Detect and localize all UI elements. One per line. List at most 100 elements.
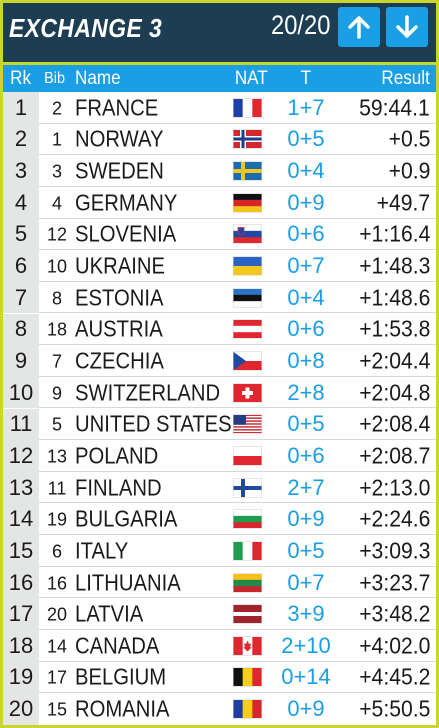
result-value: +2:24.6 [358, 505, 430, 532]
page-counter: 20/20 [271, 10, 331, 40]
rank-value: 20 [8, 696, 34, 722]
table-row[interactable]: 16 16 LITHUANIA 0+7 +3:23.7 [3, 566, 436, 599]
rank-value: 11 [9, 411, 33, 437]
bib-value: 6 [51, 541, 62, 562]
table-row[interactable]: 6 10 UKRAINE 0+7 +1:48.3 [3, 250, 436, 282]
rank-value: 12 [8, 442, 34, 468]
table-row[interactable]: 8 18 AUSTRIA 0+6 +1:53.8 [3, 313, 436, 346]
bib-value: 15 [46, 699, 68, 720]
penalty-value: 2+8 [287, 379, 325, 405]
rank-cell: 5 [3, 218, 39, 251]
flag-austria-icon [233, 319, 262, 339]
table-row[interactable]: 5 12 SLOVENIA 0+6 +1:16.4 [3, 218, 436, 251]
rank-cell: 20 [3, 693, 39, 725]
flag-switzerland-icon [233, 383, 262, 403]
table-row[interactable]: 1 2 FRANCE 1+7 59:44.1 [3, 92, 436, 124]
team-name: SWITZERLAND [75, 379, 221, 406]
result-value: +0.5 [388, 125, 430, 152]
bib-column-header: Bib [44, 70, 65, 87]
result-value: +1:53.8 [358, 315, 430, 342]
row-divider [39, 249, 436, 251]
result-value: +2:13.0 [358, 474, 430, 501]
next-button[interactable] [386, 7, 428, 47]
table-row[interactable]: 20 15 ROMANIA 0+9 +5:50.5 [3, 693, 436, 725]
rank-value: 5 [14, 221, 28, 247]
name-column-header: Name [75, 68, 121, 89]
rank-value: 18 [8, 632, 34, 658]
team-name: ITALY [75, 537, 129, 564]
penalty-value: 0+8 [287, 347, 325, 373]
rank-cell: 10 [3, 376, 39, 409]
rank-value: 1 [14, 94, 28, 120]
row-divider [39, 344, 436, 346]
penalty-value: 0+9 [287, 189, 325, 215]
flag-romania-icon [233, 699, 262, 719]
result-value: +1:48.6 [358, 284, 430, 311]
table-row[interactable]: 9 7 CZECHIA 0+8 +2:04.4 [3, 345, 436, 377]
table-row[interactable]: 17 20 LATVIA 3+9 +3:48.2 [3, 598, 436, 630]
header-bar: EXCHANGE 3 20/20 [3, 3, 436, 62]
arrow-up-icon [348, 16, 370, 39]
rank-value: 13 [8, 474, 34, 500]
table-row[interactable]: 10 9 SWITZERLAND 2+8 +2:04.8 [3, 376, 436, 409]
result-value: +1:16.4 [358, 220, 430, 247]
flag-italy-icon [233, 541, 262, 561]
table-header: Rk Bib Name NAT T Result [3, 65, 436, 92]
bib-value: 13 [46, 446, 68, 467]
flag-estonia-icon [233, 288, 262, 308]
bib-value: 20 [46, 604, 68, 625]
bib-value: 16 [46, 573, 68, 594]
team-name: LATVIA [75, 600, 144, 627]
rank-value: 16 [8, 569, 34, 595]
result-value: +3:23.7 [358, 569, 430, 596]
page-title: EXCHANGE 3 [9, 13, 163, 43]
row-divider [39, 628, 436, 630]
bib-value: 12 [46, 224, 68, 245]
row-divider [39, 692, 436, 694]
table-row[interactable]: 3 3 SWEDEN 0+4 +0.9 [3, 155, 436, 187]
table-row[interactable]: 4 4 GERMANY 0+9 +49.7 [3, 186, 436, 219]
rank-value: 2 [14, 126, 28, 152]
row-divider [39, 217, 436, 219]
bib-value: 8 [51, 288, 62, 309]
penalty-value: 0+14 [281, 664, 331, 690]
table-row[interactable]: 2 1 NORWAY 0+5 +0.5 [3, 123, 436, 156]
flag-finland-icon [233, 478, 262, 498]
result-value: +2:08.7 [358, 442, 430, 469]
flag-lithuania-icon [233, 573, 262, 593]
table-row[interactable]: 15 6 ITALY 0+5 +3:09.3 [3, 535, 436, 567]
rank-cell: 7 [3, 281, 39, 314]
team-name: ESTONIA [75, 284, 164, 311]
flag-poland-icon [233, 446, 262, 466]
rank-cell: 8 [3, 313, 39, 346]
table-row[interactable]: 14 19 BULGARIA 0+9 +2:24.6 [3, 503, 436, 536]
result-value: +4:45.2 [358, 663, 430, 690]
table-row[interactable]: 18 14 CANADA 2+10 +4:02.0 [3, 630, 436, 662]
team-name: SLOVENIA [75, 220, 177, 247]
results-table: Rk Bib Name NAT T Result 1 2 FRANCE 1+7 59:4… [3, 65, 436, 725]
table-row[interactable]: 12 13 POLAND 0+6 +2:08.7 [3, 440, 436, 472]
result-value: +2:04.4 [358, 347, 430, 374]
team-name: FRANCE [75, 94, 159, 121]
flag-latvia-icon [233, 604, 262, 624]
table-row[interactable]: 11 5 UNITED STATES 0+5 +2:08.4 [3, 408, 436, 441]
table-row[interactable]: 7 8 ESTONIA 0+4 +1:48.6 [3, 281, 436, 314]
bib-value: 1 [51, 129, 62, 150]
bib-value: 18 [46, 319, 68, 340]
penalty-value: 2+10 [281, 632, 331, 658]
table-row[interactable]: 13 11 FINLAND 2+7 +2:13.0 [3, 471, 436, 504]
rank-cell: 17 [3, 598, 39, 630]
team-name: BULGARIA [75, 505, 178, 532]
flag-sweden-icon [233, 161, 262, 181]
arrow-down-icon [396, 15, 418, 38]
rank-cell: 3 [3, 155, 39, 187]
previous-button[interactable] [338, 7, 380, 47]
flag-france-icon [233, 98, 262, 118]
table-row[interactable]: 19 17 BELGIUM 0+14 +4:45.2 [3, 661, 436, 694]
bib-value: 7 [51, 351, 62, 372]
penalty-value: 2+7 [287, 474, 325, 500]
flag-belgium-icon [233, 667, 262, 687]
bib-value: 9 [51, 383, 62, 404]
row-divider [39, 280, 436, 282]
result-value: +2:08.4 [358, 410, 430, 437]
